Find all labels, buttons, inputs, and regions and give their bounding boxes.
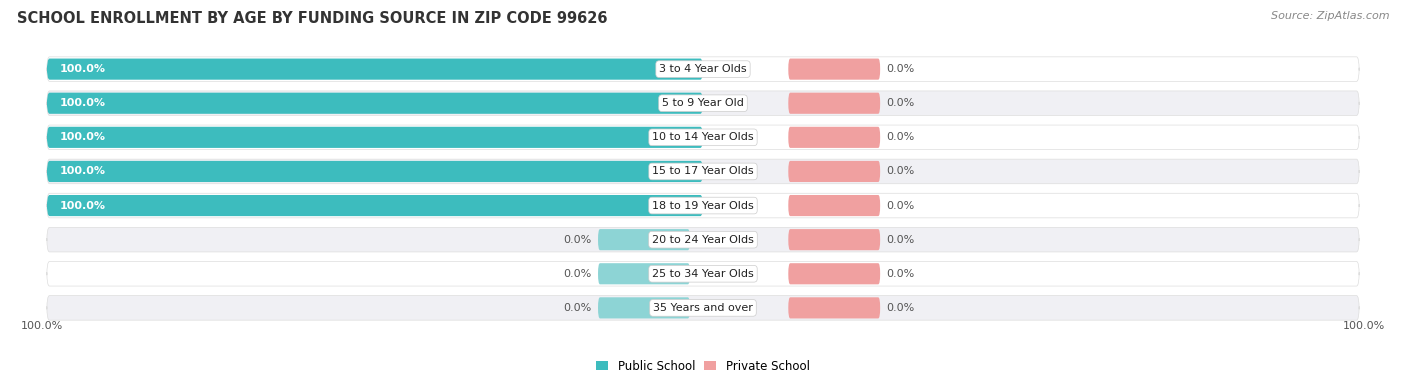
FancyBboxPatch shape xyxy=(46,93,703,114)
FancyBboxPatch shape xyxy=(46,127,703,148)
Text: Source: ZipAtlas.com: Source: ZipAtlas.com xyxy=(1271,11,1389,21)
Text: 100.0%: 100.0% xyxy=(60,166,105,176)
Text: 100.0%: 100.0% xyxy=(60,98,105,108)
FancyBboxPatch shape xyxy=(46,296,1360,320)
FancyBboxPatch shape xyxy=(46,58,703,80)
Text: 3 to 4 Year Olds: 3 to 4 Year Olds xyxy=(659,64,747,74)
FancyBboxPatch shape xyxy=(46,195,703,216)
FancyBboxPatch shape xyxy=(46,227,1360,252)
Text: 0.0%: 0.0% xyxy=(887,98,915,108)
FancyBboxPatch shape xyxy=(789,93,880,114)
FancyBboxPatch shape xyxy=(46,262,1360,286)
Text: 0.0%: 0.0% xyxy=(564,303,592,313)
Text: 100.0%: 100.0% xyxy=(60,132,105,143)
Text: 0.0%: 0.0% xyxy=(887,64,915,74)
FancyBboxPatch shape xyxy=(789,229,880,250)
FancyBboxPatch shape xyxy=(789,297,880,319)
FancyBboxPatch shape xyxy=(46,193,1360,218)
Text: 35 Years and over: 35 Years and over xyxy=(652,303,754,313)
FancyBboxPatch shape xyxy=(46,57,1360,81)
FancyBboxPatch shape xyxy=(598,297,690,319)
Text: SCHOOL ENROLLMENT BY AGE BY FUNDING SOURCE IN ZIP CODE 99626: SCHOOL ENROLLMENT BY AGE BY FUNDING SOUR… xyxy=(17,11,607,26)
FancyBboxPatch shape xyxy=(46,91,1360,115)
FancyBboxPatch shape xyxy=(789,263,880,284)
Text: 0.0%: 0.0% xyxy=(887,234,915,245)
Text: 20 to 24 Year Olds: 20 to 24 Year Olds xyxy=(652,234,754,245)
Text: 0.0%: 0.0% xyxy=(887,201,915,211)
Text: 0.0%: 0.0% xyxy=(564,234,592,245)
Text: 0.0%: 0.0% xyxy=(887,269,915,279)
FancyBboxPatch shape xyxy=(789,58,880,80)
FancyBboxPatch shape xyxy=(598,229,690,250)
Text: 100.0%: 100.0% xyxy=(60,201,105,211)
Text: 10 to 14 Year Olds: 10 to 14 Year Olds xyxy=(652,132,754,143)
FancyBboxPatch shape xyxy=(789,127,880,148)
Legend: Public School, Private School: Public School, Private School xyxy=(592,355,814,377)
FancyBboxPatch shape xyxy=(46,125,1360,150)
FancyBboxPatch shape xyxy=(598,263,690,284)
FancyBboxPatch shape xyxy=(46,159,1360,184)
Text: 15 to 17 Year Olds: 15 to 17 Year Olds xyxy=(652,166,754,176)
Text: 0.0%: 0.0% xyxy=(887,132,915,143)
Text: 100.0%: 100.0% xyxy=(21,321,63,331)
Text: 0.0%: 0.0% xyxy=(887,166,915,176)
Text: 100.0%: 100.0% xyxy=(1343,321,1385,331)
Text: 18 to 19 Year Olds: 18 to 19 Year Olds xyxy=(652,201,754,211)
Text: 5 to 9 Year Old: 5 to 9 Year Old xyxy=(662,98,744,108)
FancyBboxPatch shape xyxy=(46,161,703,182)
FancyBboxPatch shape xyxy=(789,195,880,216)
FancyBboxPatch shape xyxy=(789,161,880,182)
Text: 0.0%: 0.0% xyxy=(564,269,592,279)
Text: 100.0%: 100.0% xyxy=(60,64,105,74)
Text: 25 to 34 Year Olds: 25 to 34 Year Olds xyxy=(652,269,754,279)
Text: 0.0%: 0.0% xyxy=(887,303,915,313)
